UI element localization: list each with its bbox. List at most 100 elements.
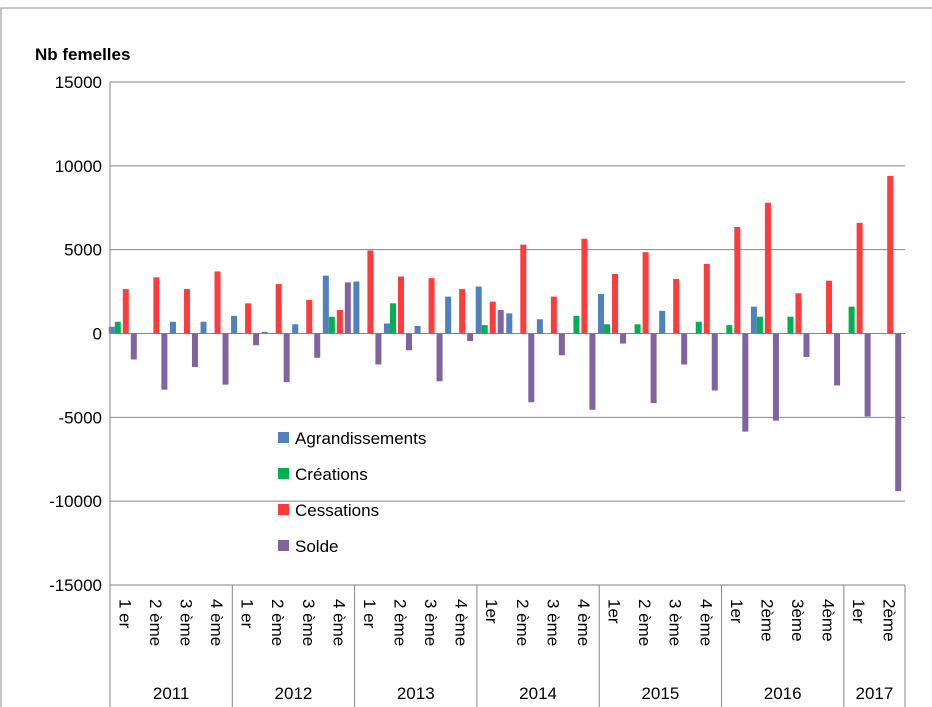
bar bbox=[261, 331, 268, 334]
bar bbox=[344, 282, 351, 334]
bar bbox=[650, 333, 657, 404]
bar bbox=[445, 296, 452, 334]
x-category-label: 3 ème bbox=[421, 599, 440, 646]
bar bbox=[191, 333, 198, 368]
bar bbox=[122, 289, 129, 334]
bar bbox=[895, 333, 902, 492]
x-year-label: 2016 bbox=[764, 684, 802, 703]
x-category-label: 2ème bbox=[757, 599, 776, 642]
bar bbox=[604, 324, 611, 334]
bar bbox=[336, 310, 343, 334]
bar bbox=[506, 313, 513, 334]
x-category-label: 1er bbox=[849, 599, 868, 624]
bar bbox=[375, 333, 382, 365]
bar bbox=[528, 333, 535, 403]
bar bbox=[826, 280, 833, 334]
legend: Agrandissements Créations Cessations Solde bbox=[278, 429, 426, 556]
bar bbox=[481, 325, 488, 334]
x-category-label: 1 er bbox=[115, 599, 134, 629]
x-category-label: 4 ème bbox=[329, 599, 348, 646]
bar bbox=[795, 293, 802, 334]
x-category-label: 4 ème bbox=[574, 599, 593, 646]
bar bbox=[673, 279, 680, 334]
x-category-label: 3 ème bbox=[543, 599, 562, 646]
y-tick-label: 15000 bbox=[55, 73, 102, 92]
legend-label: Créations bbox=[295, 465, 368, 484]
legend-swatch bbox=[278, 504, 289, 515]
bar bbox=[200, 321, 207, 334]
bar bbox=[283, 333, 290, 383]
bar bbox=[367, 250, 374, 334]
x-category-label: 1er bbox=[605, 599, 624, 624]
bar bbox=[581, 238, 588, 334]
x-category-label: 3 ème bbox=[176, 599, 195, 646]
x-category-label: 3 ème bbox=[299, 599, 318, 646]
bar bbox=[803, 333, 810, 357]
bar bbox=[389, 303, 396, 334]
bar bbox=[275, 284, 282, 334]
bar bbox=[183, 289, 190, 334]
bar bbox=[222, 333, 229, 385]
bars bbox=[108, 175, 902, 492]
x-category-label: 2 ème bbox=[513, 599, 532, 646]
bar bbox=[756, 316, 763, 334]
bar bbox=[634, 324, 641, 334]
x-year-label: 2013 bbox=[397, 684, 435, 703]
x-category-label: 3 ème bbox=[666, 599, 685, 646]
bar bbox=[405, 333, 412, 351]
legend-label: Agrandissements bbox=[295, 429, 426, 448]
x-category-label: 3ème bbox=[788, 599, 807, 642]
bar bbox=[726, 325, 733, 334]
bar bbox=[848, 306, 855, 334]
bar bbox=[659, 310, 666, 334]
bar bbox=[642, 252, 649, 334]
bar bbox=[711, 333, 718, 391]
bar bbox=[497, 310, 504, 334]
bar bbox=[214, 271, 221, 334]
bar bbox=[612, 273, 619, 334]
y-tick-label: 0 bbox=[93, 325, 102, 344]
x-category-label: 2 ème bbox=[635, 599, 654, 646]
bar bbox=[459, 289, 466, 334]
bar bbox=[834, 333, 841, 386]
bar bbox=[742, 333, 749, 432]
x-category-label: 2 ème bbox=[268, 599, 287, 646]
y-tick-label: -15000 bbox=[49, 576, 102, 595]
bar bbox=[475, 286, 482, 334]
bar bbox=[161, 333, 168, 390]
y-tick-label: -10000 bbox=[49, 492, 102, 511]
x-year-label: 2015 bbox=[641, 684, 679, 703]
bar bbox=[353, 281, 360, 334]
bar bbox=[550, 296, 557, 334]
bar bbox=[114, 321, 121, 334]
bar bbox=[620, 333, 627, 344]
y-tick-labels: 15000 10000 5000 0 -5000 -10000 -15000 bbox=[49, 73, 102, 595]
bar bbox=[681, 333, 688, 365]
bar bbox=[520, 244, 527, 334]
bar bbox=[598, 294, 605, 334]
bar bbox=[322, 275, 329, 334]
bar bbox=[328, 316, 335, 334]
x-category-label: 2 ème bbox=[146, 599, 165, 646]
x-year-label: 2011 bbox=[153, 684, 190, 703]
bar bbox=[397, 276, 404, 334]
bar bbox=[536, 319, 543, 334]
bar bbox=[573, 315, 580, 334]
bar bbox=[589, 333, 596, 410]
legend-swatch bbox=[278, 468, 289, 479]
x-year-labels: 2011 2012 2013 2014 2015 2016 2017 bbox=[153, 684, 893, 703]
y-axis-title: Nb femelles bbox=[35, 45, 130, 64]
bar bbox=[489, 301, 496, 334]
x-category-labels: 1 er 2 ème 3 ème 4 ème 1 er 2 ème 3 ème 4 ème 1 … bbox=[115, 599, 898, 646]
bar bbox=[750, 306, 757, 334]
bar bbox=[306, 299, 313, 334]
bar bbox=[253, 333, 260, 346]
axes bbox=[109, 82, 906, 707]
bar bbox=[558, 333, 565, 356]
bar bbox=[169, 321, 176, 334]
bar bbox=[887, 175, 894, 334]
bar bbox=[292, 324, 299, 334]
bar bbox=[153, 277, 160, 334]
